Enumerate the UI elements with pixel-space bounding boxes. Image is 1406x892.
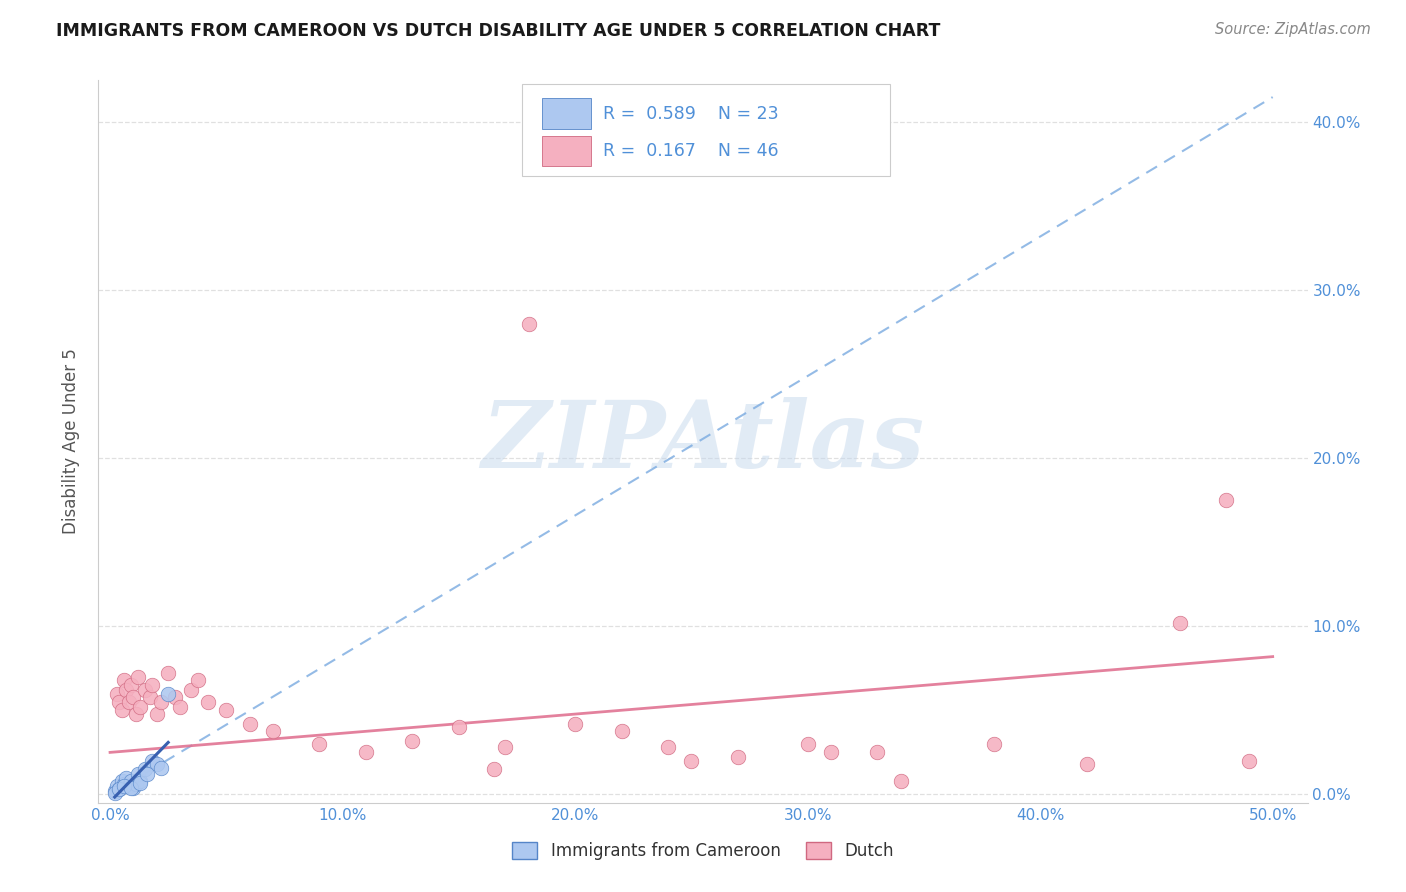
Point — [141, 678, 163, 692]
Bar — [543, 98, 591, 128]
Point — [727, 750, 749, 764]
Point — [115, 683, 138, 698]
Point — [983, 737, 1005, 751]
Text: Source: ZipAtlas.com: Source: ZipAtlas.com — [1215, 22, 1371, 37]
Point — [108, 782, 131, 797]
Point — [169, 700, 191, 714]
Point — [157, 687, 180, 701]
Point — [134, 762, 156, 776]
Point — [124, 777, 146, 791]
Point — [120, 678, 142, 692]
Bar — [543, 136, 591, 166]
Point — [136, 767, 159, 781]
Point — [187, 673, 209, 687]
Text: R =  0.167    N = 46: R = 0.167 N = 46 — [603, 142, 779, 160]
Point — [165, 690, 187, 704]
Point — [129, 775, 152, 789]
Point — [1215, 493, 1237, 508]
Text: ZIPAtlas: ZIPAtlas — [481, 397, 925, 486]
Point — [120, 774, 142, 789]
Legend: Immigrants from Cameroon, Dutch: Immigrants from Cameroon, Dutch — [506, 835, 900, 867]
Text: R =  0.589    N = 23: R = 0.589 N = 23 — [603, 104, 779, 122]
Point — [215, 703, 238, 717]
Point — [447, 720, 470, 734]
Point — [866, 745, 889, 759]
Point — [108, 695, 131, 709]
Point — [111, 703, 134, 717]
Point — [129, 774, 152, 789]
Point — [1168, 615, 1191, 630]
Point — [796, 737, 818, 751]
Point — [124, 706, 146, 721]
Point — [494, 740, 516, 755]
Point — [104, 786, 127, 800]
Point — [657, 740, 679, 755]
Point — [401, 733, 423, 747]
Point — [112, 673, 135, 687]
Point — [115, 771, 138, 785]
Point — [308, 737, 330, 751]
Text: IMMIGRANTS FROM CAMEROON VS DUTCH DISABILITY AGE UNDER 5 CORRELATION CHART: IMMIGRANTS FROM CAMEROON VS DUTCH DISABI… — [56, 22, 941, 40]
Point — [1076, 757, 1098, 772]
Point — [112, 777, 135, 791]
Point — [127, 670, 149, 684]
Point — [112, 779, 135, 793]
Point — [1239, 754, 1261, 768]
Point — [108, 782, 131, 797]
Point — [564, 716, 586, 731]
Point — [138, 690, 160, 704]
Point — [145, 757, 167, 772]
Point — [890, 774, 912, 789]
Point — [197, 695, 219, 709]
Point — [111, 774, 134, 789]
Point — [129, 700, 152, 714]
Point — [354, 745, 377, 759]
Point — [127, 767, 149, 781]
Y-axis label: Disability Age Under 5: Disability Age Under 5 — [62, 349, 80, 534]
Point — [118, 695, 141, 709]
Point — [681, 754, 703, 768]
Point — [145, 706, 167, 721]
Point — [820, 745, 842, 759]
Point — [239, 716, 262, 731]
Point — [157, 666, 180, 681]
Point — [120, 780, 142, 795]
Point — [482, 762, 505, 776]
Point — [134, 683, 156, 698]
Point — [517, 317, 540, 331]
Point — [150, 760, 173, 774]
Point — [105, 687, 128, 701]
Point — [262, 723, 284, 738]
Point — [104, 784, 127, 798]
Point — [610, 723, 633, 738]
Point — [141, 754, 163, 768]
FancyBboxPatch shape — [522, 84, 890, 177]
Point — [122, 690, 145, 704]
Point — [180, 683, 202, 698]
Point — [150, 695, 173, 709]
Point — [118, 779, 141, 793]
Point — [122, 780, 145, 795]
Point — [105, 779, 128, 793]
